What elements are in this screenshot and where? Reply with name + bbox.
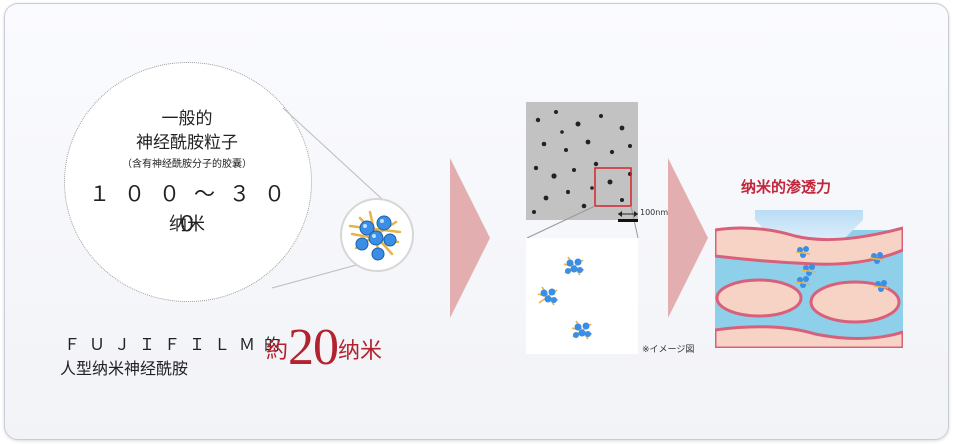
- approx-suffix: 纳米: [338, 339, 383, 364]
- circle-unit: 纳米: [169, 214, 205, 235]
- right-arrow-icon-1: [450, 158, 490, 318]
- circle-size-range: １００～３００: [89, 182, 299, 236]
- fujifilm-subtitle: 人型纳米神经酰胺: [60, 359, 189, 378]
- skin-penetration-illustration: [715, 210, 903, 348]
- right-arrow-icon-2: [668, 158, 708, 318]
- approx-number: 20: [288, 319, 339, 376]
- image-note: ※イメージ図: [642, 345, 695, 355]
- scale-bar-label: 100nm: [640, 208, 669, 217]
- circle-line3: （含有神经酰胺分子的胶囊）: [122, 159, 252, 170]
- particle-illustration-icons: [537, 256, 593, 340]
- circle-line2: 神经酰胺粒子: [136, 133, 238, 153]
- particle-illustration: [526, 238, 638, 354]
- nano-particle-cluster-icon: [348, 210, 402, 261]
- approx-size-label: 約20纳米: [266, 318, 382, 377]
- approx-prefix: 約: [266, 339, 289, 364]
- typical-particle-circle: [64, 62, 312, 302]
- circle-line1: 一般的: [161, 109, 213, 129]
- penetration-title: 纳米的渗透力: [741, 178, 832, 196]
- tem-micrograph: [526, 102, 638, 220]
- micrograph-dots: [526, 102, 638, 220]
- penetrating-particles: [795, 246, 889, 292]
- fujifilm-label: ＦＵＪＩＦＩＬＭ的: [64, 335, 290, 354]
